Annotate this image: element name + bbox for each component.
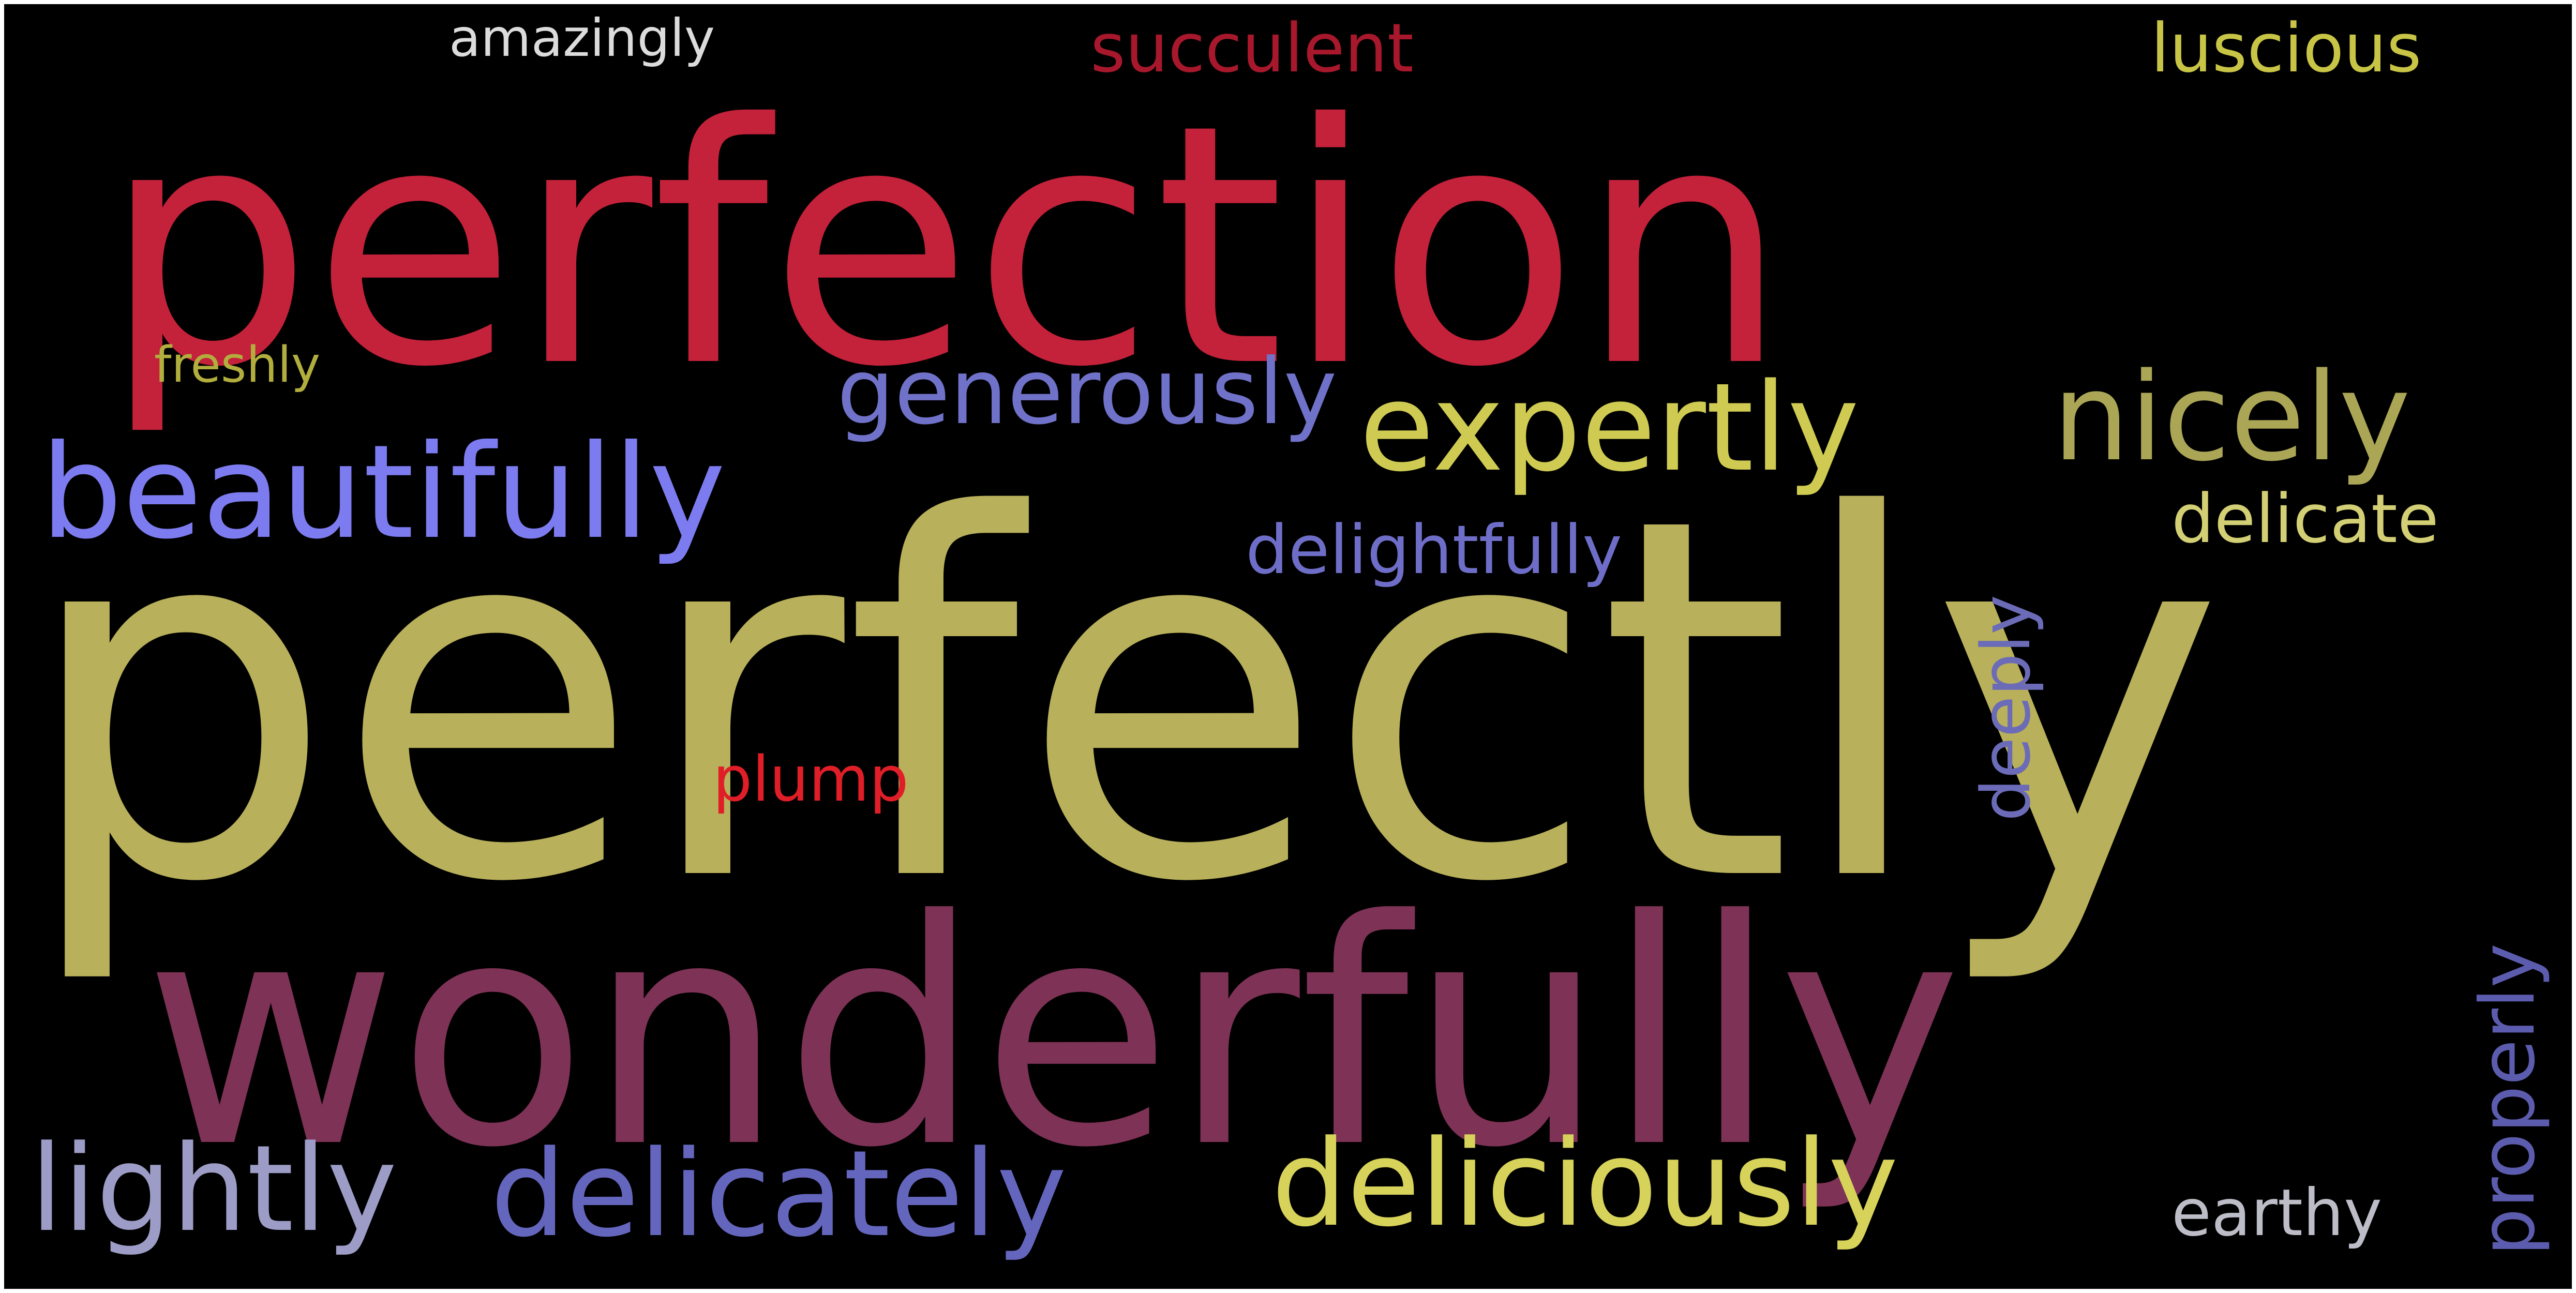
word-delicate: delicate: [2171, 479, 2439, 558]
word-luscious: luscious: [2151, 9, 2422, 87]
word-deliciously: deliciously: [1271, 1115, 1898, 1253]
word-earthy: earthy: [2171, 1176, 2382, 1251]
word-succulent: succulent: [1090, 9, 1414, 87]
word-deeply: deeply: [1967, 595, 2045, 821]
word-expertly: expertly: [1359, 357, 1859, 499]
word-properly: properly: [2464, 943, 2552, 1256]
word-perfection: perfection: [102, 54, 1789, 439]
word-freshly: freshly: [154, 337, 320, 394]
word-delightfully: delightfully: [1246, 510, 1622, 589]
word-wonderfully: wonderfully: [144, 854, 1962, 1215]
word-delicately: delicately: [490, 1125, 1067, 1264]
word-perfectly: perfectly: [20, 413, 2224, 990]
word-cloud-svg: perfection perfectly wonderfully beautif…: [20, 8, 2552, 1264]
word-generously: generously: [837, 340, 1337, 445]
word-cloud-canvas: perfection perfectly wonderfully beautif…: [4, 4, 2572, 1289]
word-amazingly: amazingly: [449, 8, 715, 68]
word-plump: plump: [713, 744, 909, 816]
word-lightly: lightly: [30, 1120, 397, 1258]
word-beautifully: beautifully: [40, 417, 726, 567]
word-nicely: nicely: [2053, 347, 2410, 488]
